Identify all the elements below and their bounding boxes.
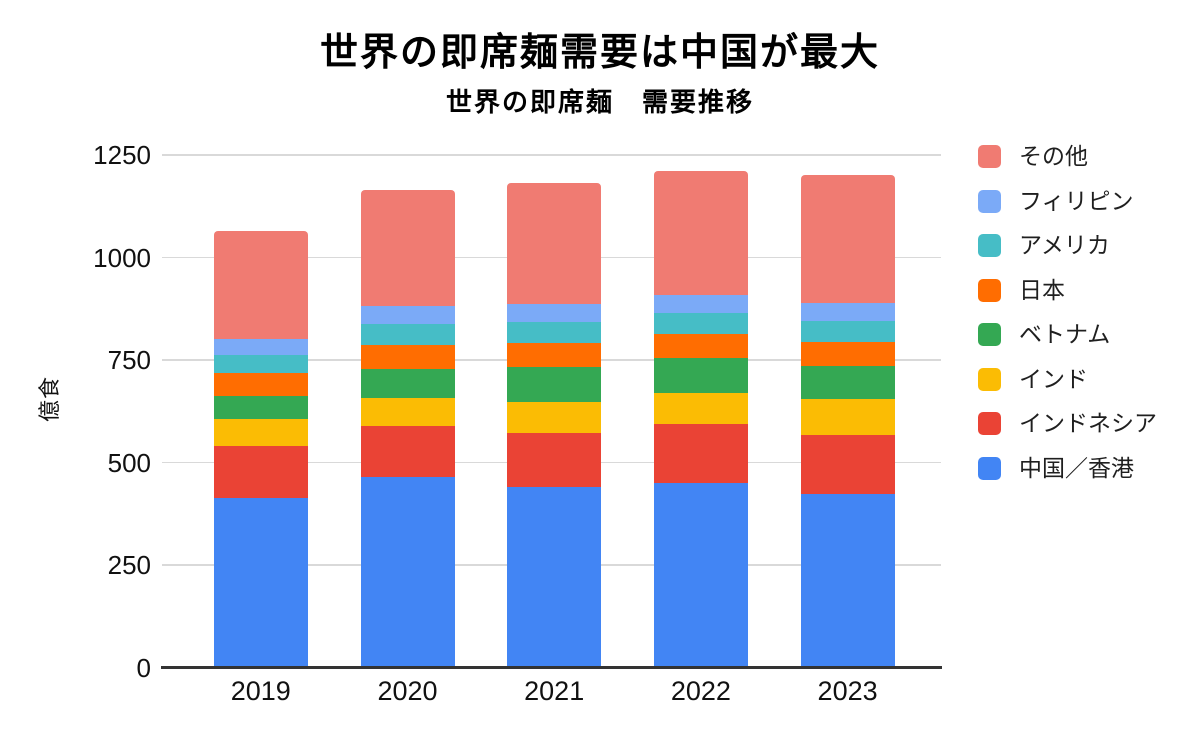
bar-segment [213, 355, 308, 374]
bar-segment [213, 231, 308, 340]
legend-label: ベトナム [1019, 321, 1111, 347]
bar-segment [653, 482, 748, 668]
bar-segment [213, 446, 308, 498]
y-tick-label: 1250 [93, 140, 151, 170]
bar-segment [507, 322, 602, 343]
bar-segment [800, 434, 895, 495]
bar-segment [800, 365, 895, 400]
y-tick-label: 250 [107, 550, 151, 580]
legend-item: 中国／香港 [978, 454, 1134, 481]
x-tick-label: 2020 [377, 676, 438, 706]
legend-label: 中国／香港 [1019, 454, 1134, 481]
bar-segment [213, 339, 308, 356]
bar-segment [653, 333, 748, 359]
legend-item: インド [978, 365, 1088, 392]
legend-label: アメリカ [1019, 232, 1110, 258]
bar-segment [507, 432, 602, 488]
bar-segment [507, 182, 602, 305]
legend-label: その他 [1019, 143, 1088, 169]
bar-segment [800, 303, 895, 322]
bar-segment [507, 304, 602, 323]
legend-swatch [978, 189, 1001, 213]
y-tick-label: 750 [107, 345, 151, 375]
bar-segment [653, 393, 748, 425]
bar-segment [360, 369, 455, 398]
bar-segment [507, 366, 602, 402]
bar-segment [653, 170, 748, 296]
bar-segment [507, 487, 602, 668]
bar-segment [800, 341, 895, 366]
legend-label: インドネシア [1019, 410, 1157, 436]
gridline [162, 154, 941, 156]
x-axis-line [161, 666, 942, 669]
legend-label: フィリピン [1019, 187, 1134, 214]
bar-segment [800, 399, 895, 435]
legend-swatch [978, 367, 1001, 391]
bar-segment [653, 358, 748, 394]
bar-segment [653, 424, 748, 483]
y-tick-label: 500 [107, 447, 151, 478]
bar-segment [360, 324, 455, 345]
legend-swatch [978, 456, 1001, 480]
bar-segment [507, 401, 602, 433]
y-tick-label: 1000 [93, 242, 151, 273]
bar-segment [507, 342, 602, 367]
legend-swatch [978, 234, 1001, 257]
bar-segment [360, 477, 455, 668]
legend-item: アメリカ [978, 234, 1110, 257]
bar-segment [653, 312, 748, 334]
bar-segment [360, 398, 455, 426]
legend-item: フィリピン [978, 187, 1134, 214]
bar-segment [360, 189, 455, 306]
legend-swatch [978, 323, 1001, 346]
bar-segment [800, 321, 895, 342]
bar-segment [360, 344, 455, 370]
bar-segment [360, 425, 455, 478]
x-tick-label: 2019 [230, 676, 291, 706]
chart-title: 世界の即席麺需要は中国が最大 [319, 32, 880, 74]
bar-segment [213, 396, 308, 419]
legend-swatch [978, 145, 1001, 168]
x-tick-label: 2023 [817, 676, 878, 706]
bar-segment [213, 418, 308, 447]
legend-swatch [978, 278, 1001, 302]
legend-item: ベトナム [978, 323, 1110, 346]
legend-item: その他 [978, 145, 1088, 168]
bar-segment [360, 305, 455, 324]
legend-item: 日本 [978, 276, 1065, 303]
bar-segment [213, 497, 308, 668]
bar-segment [213, 373, 308, 397]
bar-segment [800, 174, 895, 304]
bar-segment [800, 494, 895, 668]
legend-label: 日本 [1019, 276, 1065, 303]
x-tick-label: 2022 [670, 676, 731, 706]
legend-item: インドネシア [978, 412, 1157, 435]
bar-segment [653, 295, 748, 313]
legend-swatch [978, 412, 1001, 435]
y-tick-label: 0 [136, 652, 151, 683]
x-tick-label: 2021 [524, 676, 585, 706]
legend-label: インド [1019, 365, 1088, 392]
chart-subtitle: 世界の即席麺 需要推移 [445, 87, 754, 117]
